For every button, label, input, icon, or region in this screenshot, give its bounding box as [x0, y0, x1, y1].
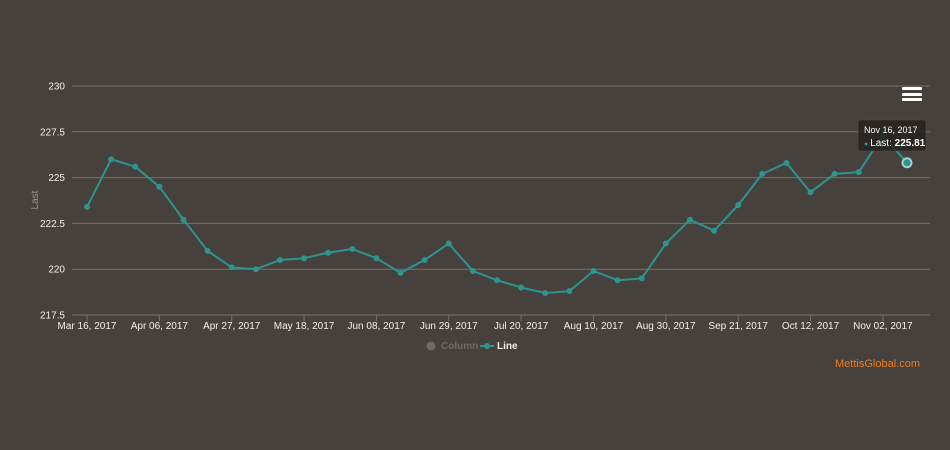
data-point[interactable]	[349, 246, 356, 253]
data-point[interactable]	[84, 203, 90, 210]
tooltip-date: Nov 16, 2017	[864, 125, 918, 135]
y-tick-label: 222.5	[40, 219, 65, 230]
data-point[interactable]	[373, 255, 380, 262]
x-tick-label: Sep 21, 2017	[708, 321, 768, 332]
x-tick-label: Aug 10, 2017	[564, 321, 624, 332]
y-axis: 217.5 220 222.5 225 227.5 230	[40, 82, 65, 322]
y-tick-label: 227.5	[40, 127, 65, 138]
chart-menu-button[interactable]	[902, 86, 922, 102]
data-point[interactable]	[180, 216, 187, 223]
data-point[interactable]	[686, 216, 693, 223]
x-tick-label: Apr 27, 2017	[203, 321, 261, 332]
data-point[interactable]	[759, 170, 766, 177]
data-point[interactable]	[638, 275, 645, 282]
data-point[interactable]	[421, 257, 428, 264]
data-point[interactable]	[590, 268, 597, 275]
legend-marker	[426, 341, 436, 351]
x-tick-label: Jun 08, 2017	[347, 321, 405, 332]
data-point[interactable]	[566, 288, 573, 295]
credit-link[interactable]: MettisGlobal.com	[835, 358, 920, 370]
grid-lines	[72, 85, 930, 316]
data-point[interactable]	[518, 284, 525, 291]
legend-marker	[484, 343, 490, 349]
legend-label: Line	[497, 341, 518, 352]
data-point[interactable]	[855, 169, 862, 176]
hamburger-menu-icon-bar	[902, 92, 922, 96]
legend[interactable]: Column Line	[426, 341, 518, 352]
data-point[interactable]	[807, 189, 814, 196]
data-point[interactable]	[662, 240, 669, 247]
data-point[interactable]	[228, 264, 235, 271]
tooltip-value: ● Last: 225.81	[864, 138, 926, 149]
data-point[interactable]	[156, 183, 163, 190]
tooltip: Nov 16, 2017 ● Last: 225.81	[857, 119, 927, 152]
y-tick-label: 225	[48, 173, 65, 184]
data-point-hovered[interactable]	[901, 157, 913, 169]
data-point[interactable]	[445, 240, 452, 247]
hamburger-menu-icon	[902, 87, 922, 90]
data-point[interactable]	[614, 277, 621, 284]
y-tick-label: 220	[48, 265, 65, 276]
x-tick-label: Jul 20, 2017	[494, 321, 549, 332]
data-point[interactable]	[276, 257, 283, 264]
tooltip-box	[857, 119, 927, 152]
y-tick-label: 217.5	[40, 311, 65, 322]
x-tick-label: Jun 29, 2017	[420, 321, 478, 332]
data-point[interactable]	[469, 268, 476, 275]
y-tick-label: 230	[48, 82, 65, 93]
x-tick-label: May 18, 2017	[274, 321, 335, 332]
x-axis: Mar 16, 2017 Apr 06, 2017 Apr 27, 2017 May …	[58, 315, 913, 332]
data-point[interactable]	[132, 163, 139, 170]
data-point[interactable]	[711, 227, 718, 234]
hamburger-menu-icon-bar	[902, 98, 922, 101]
data-point[interactable]	[542, 290, 549, 297]
legend-item-line[interactable]: Line	[480, 341, 518, 352]
x-tick-label: Aug 30, 2017	[636, 321, 696, 332]
y-axis-title: Last	[30, 190, 41, 209]
x-tick-label: Mar 16, 2017	[58, 321, 117, 332]
series-line	[84, 132, 913, 297]
data-point[interactable]	[301, 255, 308, 262]
x-tick-label: Oct 12, 2017	[782, 321, 840, 332]
data-point[interactable]	[831, 170, 838, 177]
x-tick-label: Apr 06, 2017	[131, 321, 189, 332]
data-point[interactable]	[204, 247, 211, 254]
data-point[interactable]	[494, 277, 500, 284]
legend-item-column[interactable]: Column	[426, 341, 479, 352]
legend-label: Column	[441, 341, 478, 352]
data-point[interactable]	[783, 159, 790, 166]
data-point[interactable]	[325, 249, 332, 256]
data-point[interactable]	[252, 266, 259, 273]
x-tick-label: Nov 02, 2017	[853, 321, 913, 332]
data-point[interactable]	[108, 156, 115, 163]
data-point[interactable]	[735, 202, 742, 209]
data-point[interactable]	[397, 269, 404, 276]
